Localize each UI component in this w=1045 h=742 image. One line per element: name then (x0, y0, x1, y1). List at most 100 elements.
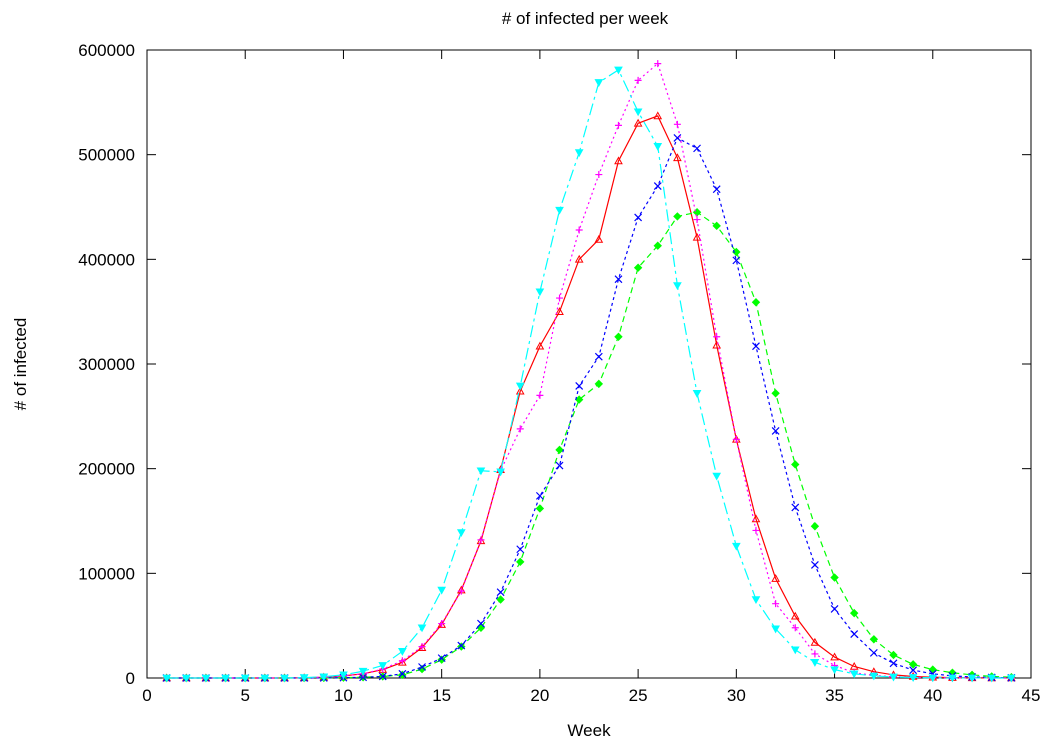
x-tick-label: 5 (240, 686, 249, 705)
data-point (614, 332, 623, 341)
data-point (260, 674, 270, 683)
data-point (555, 307, 564, 315)
series-layer (162, 60, 1016, 683)
data-point (830, 652, 839, 661)
data-point (456, 529, 466, 538)
data-point (693, 216, 701, 224)
data-point (457, 587, 465, 595)
y-tick-label: 100000 (78, 564, 135, 583)
data-point (771, 625, 780, 634)
y-tick-label: 300000 (78, 355, 135, 374)
data-point (535, 504, 545, 513)
data-point (575, 226, 583, 234)
data-point (633, 118, 643, 127)
y-tick-label: 500000 (78, 146, 135, 165)
data-point (673, 212, 682, 221)
data-point (791, 503, 800, 512)
data-point (810, 522, 820, 531)
x-tick-label: 35 (825, 686, 844, 705)
data-point (673, 120, 681, 128)
data-point (496, 588, 505, 597)
data-point (634, 213, 643, 222)
data-point (869, 635, 879, 644)
data-point (378, 672, 387, 681)
data-point (221, 674, 230, 683)
data-point (1007, 674, 1016, 683)
x-tick-label: 30 (727, 686, 746, 705)
y-tick-label: 600000 (78, 41, 135, 60)
data-point (692, 390, 702, 398)
data-point (594, 234, 604, 243)
data-point (516, 557, 525, 567)
data-point (358, 667, 368, 676)
data-point (673, 153, 682, 162)
data-point (614, 275, 623, 284)
data-point (692, 232, 702, 241)
data-point (713, 333, 721, 341)
data-point (515, 386, 525, 395)
data-point (849, 608, 859, 618)
y-axis-title: # of infected (11, 318, 30, 411)
data-point (673, 282, 682, 291)
data-point (595, 171, 603, 179)
data-point (791, 624, 799, 632)
data-point (673, 133, 682, 142)
data-point (555, 461, 564, 470)
data-point (280, 674, 289, 683)
data-point (751, 514, 761, 523)
data-point (967, 674, 977, 683)
data-point (830, 666, 839, 675)
chart-title: # of infected per week (502, 9, 669, 28)
plot-frame (146, 49, 1032, 679)
y-tick-label: 400000 (78, 250, 135, 269)
data-point (810, 561, 819, 569)
x-tick-label: 45 (1022, 686, 1041, 705)
data-point (889, 650, 898, 660)
series-3 (162, 133, 1016, 682)
data-point (574, 149, 584, 158)
data-point (438, 620, 446, 628)
series-line (166, 69, 1012, 679)
data-point (810, 637, 820, 646)
series-line (166, 115, 1012, 679)
data-point (889, 673, 898, 682)
data-point (555, 206, 564, 215)
data-point (810, 659, 820, 667)
data-point (437, 655, 446, 664)
data-point (712, 185, 721, 194)
data-point (771, 427, 780, 435)
data-point (653, 241, 662, 250)
data-point (633, 263, 643, 272)
data-point (614, 156, 623, 165)
data-point (437, 620, 447, 628)
y-tick-label: 200000 (78, 460, 135, 479)
data-point (791, 460, 800, 469)
data-point (849, 670, 859, 679)
data-point (299, 674, 309, 683)
x-tick-label: 15 (432, 686, 451, 705)
data-point (811, 650, 819, 658)
data-point (731, 542, 741, 551)
data-point (516, 545, 525, 554)
data-point (418, 643, 426, 651)
data-point (928, 674, 938, 683)
data-point (556, 294, 564, 302)
data-point (987, 674, 997, 683)
data-point (614, 66, 623, 75)
data-point (575, 382, 584, 390)
data-point (162, 674, 171, 683)
data-point (732, 256, 741, 265)
data-point (516, 425, 524, 433)
data-point (654, 60, 662, 68)
data-point (398, 657, 406, 665)
series-5 (162, 66, 1016, 683)
data-point (201, 674, 211, 683)
data-point (712, 221, 721, 231)
series-2 (162, 208, 1016, 683)
y-tick-label: 0 (126, 669, 135, 688)
data-point (712, 472, 722, 481)
data-point (378, 662, 388, 670)
data-point (614, 121, 622, 129)
x-tick-label: 10 (334, 686, 353, 705)
